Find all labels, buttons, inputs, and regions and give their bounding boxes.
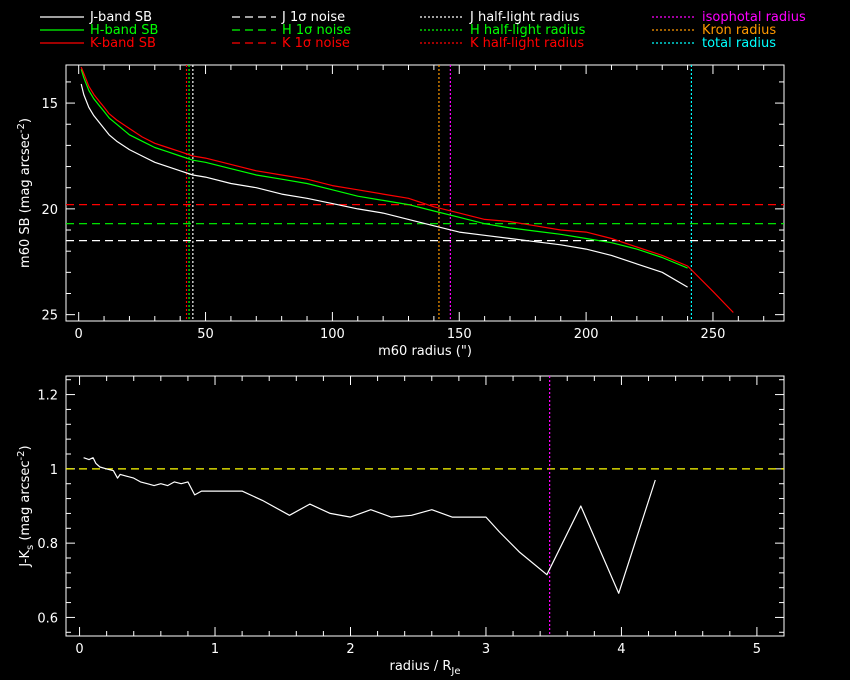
series-j-band-sb [80,83,688,288]
sb-profile-panel: 0 50 100 150 200 250 15 20 25 m60 radius (") m60 S… [16,64,785,359]
legend-label: total radius [702,36,776,51]
y-tick-label: 1.2 [37,389,58,404]
y-axis-label-sub: s [25,545,36,550]
legend-item-j-1sigma-noise: J 1σ noise [232,10,345,25]
data-layer [66,376,784,636]
legend-label: J-band SB [89,10,152,25]
legend-label: J 1σ noise [281,10,345,25]
x-tick-label: 200 [574,327,599,342]
y-axis-label-tail: (mag arcsec [18,460,33,544]
plot-frame [65,375,785,637]
series-h-band-sb [80,69,688,269]
x-tick-label: 2 [346,642,354,657]
y-axis-label-end: ) [18,118,33,123]
series-k-band-sb [80,66,734,313]
color-profile-panel: 0 1 2 3 4 5 0.6 0.8 1 1.2 radius / RJe J-Ks (mag ar… [16,375,785,677]
legend-item-k-band-sb: K-band SB [40,36,156,51]
legend-label: K half-light radius [470,36,584,51]
y-axis-label-end: ) [18,445,33,450]
legend-label: Kron radius [702,23,776,38]
y-tick-label: 1 [50,463,58,478]
legend-item-k-1sigma-noise: K 1σ noise [232,36,350,51]
legend-item-k-half-light-radius: K half-light radius [420,36,584,51]
data-layer [66,65,784,321]
legend-label: J half-light radius [469,10,580,25]
y-tick-label: 0.8 [37,537,58,552]
legend-item-j-band-sb: J-band SB [40,10,152,25]
legend-label: H half-light radius [470,23,586,38]
y-tick-label: 20 [41,203,58,218]
x-tick-label: 4 [617,642,625,657]
legend-item-h-half-light-radius: H half-light radius [420,23,586,38]
legend-label: H-band SB [90,23,158,38]
x-tick-label: 250 [701,327,726,342]
x-axis-label-sub: Je [450,666,460,677]
y-tick-label: 15 [41,97,58,112]
y-tick-label: 0.6 [37,611,58,626]
legend-item-h-1sigma-noise: H 1σ noise [232,23,351,38]
x-tick-label: 5 [753,642,761,657]
x-tick-label: 100 [320,327,345,342]
y-axis-label: J-Ks (mag arcsec-2) [16,445,36,567]
legend-item-kron-radius: Kron radius [652,23,776,38]
x-tick-label: 1 [211,642,219,657]
legend-item-h-band-sb: H-band SB [40,23,158,38]
x-tick-label: 0 [75,642,83,657]
legend-label: K-band SB [90,36,156,51]
legend-item-total-radius: total radius [652,36,776,51]
legend-item-isophotal-radius: isophotal radius [652,10,806,25]
x-axis-label: radius / RJe [390,659,461,677]
x-tick-label: 3 [482,642,490,657]
legend-label: isophotal radius [702,10,806,25]
y-axis-label-sup: -2 [16,123,27,133]
legend-label: H 1σ noise [282,23,351,38]
legend-item-j-half-light-radius: J half-light radius [420,10,580,25]
y-axis-label-sup: -2 [16,450,27,460]
plot-frame [65,64,785,322]
x-tick-label: 150 [447,327,472,342]
x-axis-label: m60 radius (") [378,344,472,359]
y-axis-label: m60 SB (mag arcsec-2) [16,118,33,268]
x-tick-label: 0 [75,327,83,342]
x-tick-label: 50 [197,327,214,342]
series-j-k [83,457,656,594]
y-tick-label: 25 [41,309,58,324]
legend-label: K 1σ noise [282,36,350,51]
